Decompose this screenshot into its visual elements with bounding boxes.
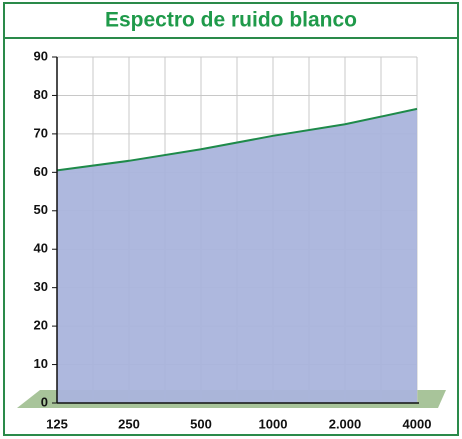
y-tick-label: 10 — [34, 356, 48, 371]
y-tick-label: 60 — [34, 164, 48, 179]
x-tick-label: 500 — [190, 416, 212, 431]
x-tick-label: 250 — [118, 416, 140, 431]
x-tick-label: 4000 — [403, 416, 432, 431]
y-tick-label: 50 — [34, 202, 48, 217]
line — [56, 107, 418, 172]
y-tick-label: 20 — [34, 318, 48, 333]
title-box — [3, 2, 459, 39]
y-tick-label: 80 — [34, 87, 48, 102]
y-tick-label: 90 — [34, 48, 48, 63]
y-tick-label: 70 — [34, 125, 48, 140]
y-tick-label: 40 — [34, 241, 48, 256]
area — [57, 108, 417, 404]
x-tick-label: 2.000 — [329, 416, 362, 431]
y-tick-label: 0 — [41, 394, 48, 409]
y-tick-label: 30 — [34, 279, 48, 294]
x-tick-label: 1000 — [259, 416, 288, 431]
chart-title: Espectro de ruido blanco — [105, 9, 357, 32]
x-tick-label: 125 — [46, 416, 68, 431]
